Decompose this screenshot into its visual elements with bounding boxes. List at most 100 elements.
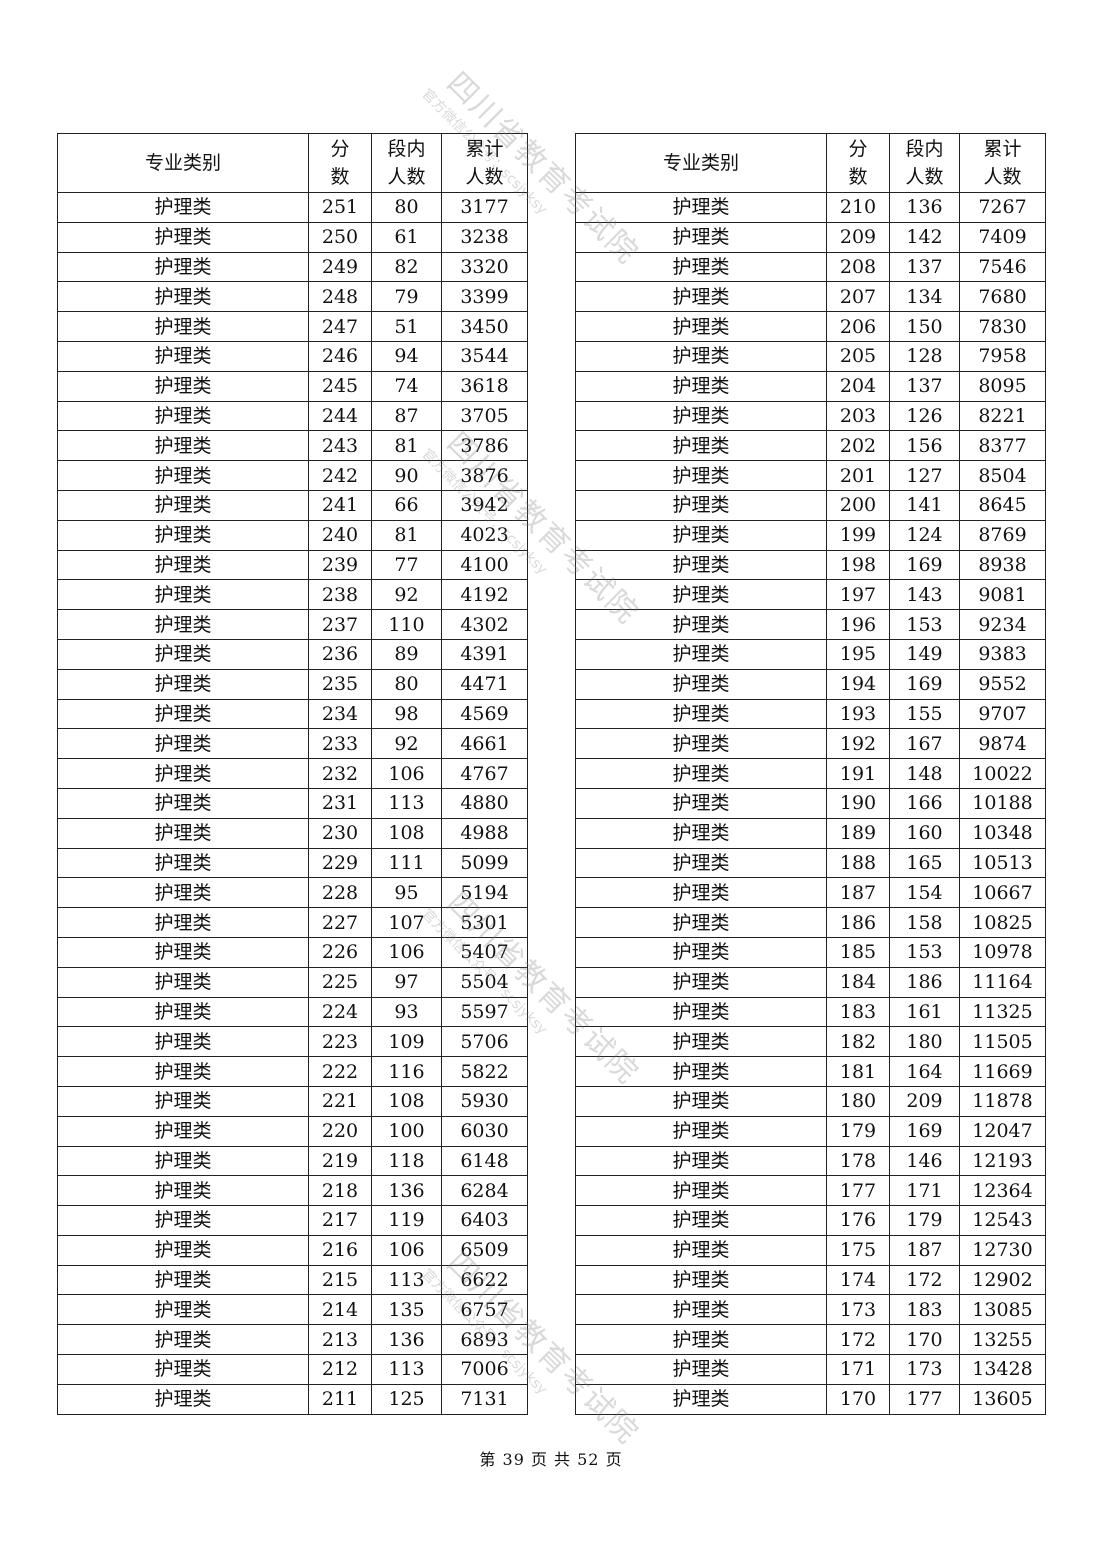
score-cell: 248 [308, 281, 372, 313]
score-cell: 234 [308, 698, 372, 730]
score-table-right: 专业类别 分数 段内人数 累计人数 护理类 210 136 7267 护理类 209 142… [575, 133, 1046, 1415]
cumulative-cell: 12047 [959, 1115, 1046, 1147]
count-cell: 137 [889, 370, 960, 402]
table-row: 护理类 220 100 6030 [57, 1115, 528, 1147]
count-cell: 153 [889, 609, 960, 640]
cumulative-cell: 3705 [441, 400, 528, 432]
cumulative-cell: 10348 [959, 817, 1046, 849]
score-cell: 173 [826, 1294, 890, 1326]
score-cell: 213 [308, 1324, 372, 1356]
table-row: 护理类 180 209 11878 [575, 1085, 1046, 1117]
cumulative-cell: 11164 [959, 966, 1046, 998]
table-row: 护理类 217 119 6403 [57, 1205, 528, 1236]
score-cell: 249 [308, 251, 372, 283]
category-cell: 护理类 [575, 430, 827, 462]
score-cell: 184 [826, 966, 890, 998]
category-cell: 护理类 [57, 192, 309, 223]
count-cell: 116 [371, 1056, 442, 1087]
category-cell: 护理类 [575, 1205, 827, 1236]
score-cell: 236 [308, 638, 372, 670]
count-cell: 92 [371, 728, 442, 760]
score-cell: 206 [826, 311, 890, 342]
count-cell: 169 [889, 549, 960, 581]
score-cell: 201 [826, 460, 890, 491]
table-row: 护理类 229 111 5099 [57, 847, 528, 879]
category-cell: 护理类 [57, 1145, 309, 1177]
count-cell: 155 [889, 698, 960, 730]
table-row: 护理类 181 164 11669 [575, 1056, 1046, 1087]
score-cell: 238 [308, 579, 372, 611]
table-row: 护理类 250 61 3238 [57, 221, 528, 253]
table-row: 护理类 197 143 9081 [575, 579, 1046, 611]
category-cell: 护理类 [575, 192, 827, 223]
score-cell: 214 [308, 1294, 372, 1326]
cumulative-cell: 8377 [959, 430, 1046, 462]
cumulative-cell: 7958 [959, 340, 1046, 372]
table-row: 护理类 212 113 7006 [57, 1354, 528, 1385]
cumulative-cell: 7131 [441, 1383, 528, 1415]
score-cell: 196 [826, 609, 890, 640]
count-cell: 146 [889, 1145, 960, 1177]
score-cell: 188 [826, 847, 890, 879]
score-cell: 210 [826, 192, 890, 223]
category-cell: 护理类 [575, 847, 827, 879]
table-row: 护理类 235 80 4471 [57, 668, 528, 700]
score-cell: 172 [826, 1324, 890, 1356]
category-cell: 护理类 [575, 281, 827, 313]
table-row: 护理类 193 155 9707 [575, 698, 1046, 730]
category-cell: 护理类 [57, 1354, 309, 1385]
count-cell: 160 [889, 817, 960, 849]
count-cell: 169 [889, 668, 960, 700]
category-cell: 护理类 [575, 579, 827, 611]
count-cell: 135 [371, 1294, 442, 1326]
category-cell: 护理类 [57, 817, 309, 849]
count-cell: 94 [371, 340, 442, 372]
cumulative-cell: 12193 [959, 1145, 1046, 1177]
cumulative-cell: 7409 [959, 221, 1046, 253]
table-row: 护理类 246 94 3544 [57, 340, 528, 372]
cumulative-cell: 3320 [441, 251, 528, 283]
category-cell: 护理类 [57, 1264, 309, 1296]
count-cell: 125 [371, 1383, 442, 1415]
score-cell: 244 [308, 400, 372, 432]
cumulative-cell: 11325 [959, 996, 1046, 1028]
category-cell: 护理类 [57, 430, 309, 462]
category-cell: 护理类 [575, 936, 827, 968]
score-cell: 216 [308, 1234, 372, 1266]
score-cell: 179 [826, 1115, 890, 1147]
cumulative-cell: 7267 [959, 192, 1046, 223]
cumulative-cell: 6403 [441, 1205, 528, 1236]
category-cell: 护理类 [57, 460, 309, 491]
category-cell: 护理类 [575, 1026, 827, 1058]
cumulative-cell: 3544 [441, 340, 528, 372]
table-row: 护理类 192 167 9874 [575, 728, 1046, 760]
table-row: 护理类 213 136 6893 [57, 1324, 528, 1356]
table-row: 护理类 184 186 11164 [575, 966, 1046, 998]
cumulative-cell: 4661 [441, 728, 528, 760]
category-cell: 护理类 [57, 638, 309, 670]
table-row: 护理类 232 106 4767 [57, 758, 528, 789]
category-cell: 护理类 [575, 668, 827, 700]
cumulative-cell: 3786 [441, 430, 528, 462]
count-cell: 136 [371, 1324, 442, 1356]
count-cell: 106 [371, 936, 442, 968]
score-cell: 239 [308, 549, 372, 581]
category-cell: 护理类 [575, 251, 827, 283]
header-cumulative: 累计人数 [959, 133, 1046, 193]
cumulative-cell: 6284 [441, 1175, 528, 1207]
category-cell: 护理类 [575, 1145, 827, 1177]
cumulative-cell: 5194 [441, 877, 528, 909]
table-row: 护理类 207 134 7680 [575, 281, 1046, 313]
score-cell: 203 [826, 400, 890, 432]
count-cell: 77 [371, 549, 442, 581]
cumulative-cell: 13085 [959, 1294, 1046, 1326]
table-row: 护理类 183 161 11325 [575, 996, 1046, 1028]
count-cell: 156 [889, 430, 960, 462]
count-cell: 113 [371, 1264, 442, 1296]
table-row: 护理类 210 136 7267 [575, 192, 1046, 223]
count-cell: 141 [889, 489, 960, 521]
table-row: 护理类 175 187 12730 [575, 1234, 1046, 1266]
count-cell: 180 [889, 1026, 960, 1058]
category-cell: 护理类 [575, 1234, 827, 1266]
count-cell: 148 [889, 758, 960, 789]
